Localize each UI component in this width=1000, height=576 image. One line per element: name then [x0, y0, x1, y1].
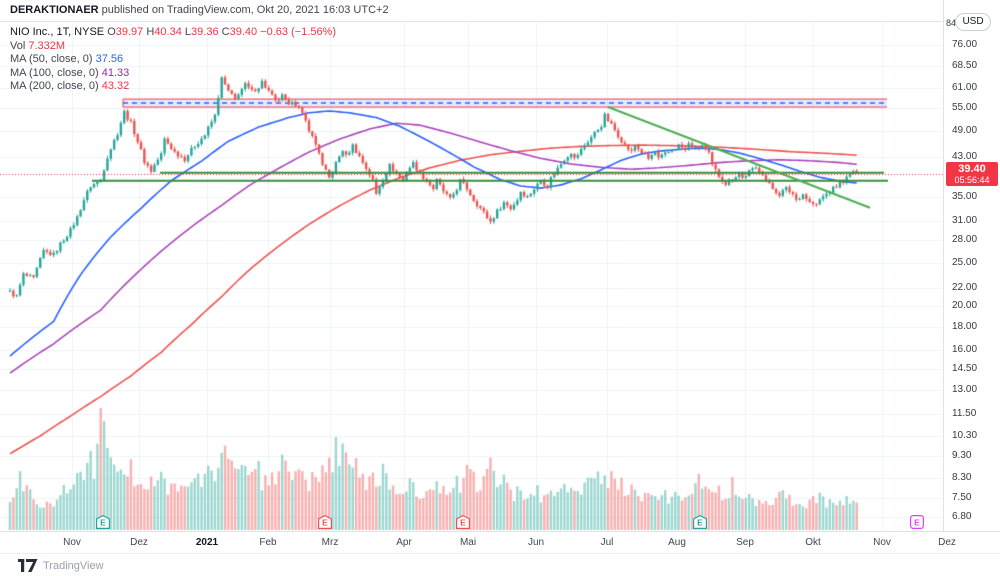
price-axis[interactable]: 84 USD 76.00 68.50 61.00 55.00 49.00 43.00 35.…	[943, 0, 1000, 531]
low-value: 39.36	[191, 26, 219, 38]
close-value: 39.40	[229, 26, 258, 38]
ma100-label: MA (100, close, 0)	[10, 66, 99, 79]
legend-ma50-row[interactable]: MA (50, close, 0) 37.56	[10, 53, 336, 67]
price-tick-label: 49.00	[952, 125, 978, 137]
time-axis-label: Jul	[600, 537, 614, 548]
price-tick-label: 68.50	[952, 59, 978, 71]
earnings-icon[interactable]: E	[693, 514, 707, 534]
price-tick-label: 20.00	[952, 300, 978, 312]
price-tick-label: 9.30	[952, 449, 972, 461]
time-axis-label: Nov	[873, 537, 891, 548]
price-tick-label: 8.30	[952, 472, 972, 484]
price-tick-label: 11.50	[952, 408, 977, 420]
time-axis[interactable]: Nov Dez 2021 Feb Mrz Apr Mai Jun Jul Aug Sep Okt Nov…	[0, 531, 1000, 554]
price-axis-top-tick: 84	[946, 18, 957, 28]
price-tick-label: 61.00	[952, 82, 978, 94]
price-tick-label: 31.00	[952, 214, 978, 226]
change-value: −0.63 (−1.56%)	[260, 26, 337, 38]
legend-ma100-row[interactable]: MA (100, close, 0) 41.33	[10, 67, 336, 81]
time-axis-label: Aug	[668, 537, 686, 548]
volume-label: Vol	[10, 39, 26, 52]
current-price-value: 39.40	[958, 162, 986, 175]
time-axis-label: Feb	[259, 537, 277, 548]
time-axis-label: Nov	[63, 537, 81, 548]
price-tick-label: 13.00	[952, 384, 978, 396]
price-tick-label: 22.00	[952, 281, 978, 293]
price-tick-label: 28.00	[952, 234, 978, 246]
volume-value: 7.332M	[28, 39, 66, 52]
price-tick-label: 43.00	[952, 150, 978, 162]
price-tick-label: 14.50	[952, 363, 978, 375]
legend-ma200-row[interactable]: MA (200, close, 0) 43.32	[10, 80, 336, 94]
bar-countdown: 05:56:44	[954, 174, 990, 185]
time-axis-label: 2021	[195, 537, 219, 548]
high-label: H	[146, 26, 155, 38]
publish-header: DERAKTIONAER published on TradingView.co…	[0, 0, 953, 22]
currency-toggle-button[interactable]: USD	[955, 13, 991, 31]
svg-text:E: E	[697, 518, 703, 528]
high-value: 40.34	[154, 26, 182, 38]
svg-text:E: E	[322, 518, 328, 528]
footer-bar: TradingView	[0, 553, 1000, 576]
ma100-value: 41.33	[101, 66, 130, 79]
price-tick-label: 76.00	[952, 39, 978, 51]
earnings-icon[interactable]: E	[910, 515, 925, 534]
earnings-icon[interactable]: E	[318, 514, 332, 534]
time-axis-label: Sep	[736, 537, 754, 548]
chart-legend: NIO Inc., 1T, NYSE O39.97 H40.34 L39.36 …	[10, 26, 336, 94]
price-tick-label: 10.30	[952, 429, 978, 441]
time-axis-label: Dez	[938, 537, 956, 548]
time-axis-label: Apr	[396, 537, 412, 548]
price-tick-label: 6.80	[952, 511, 972, 523]
time-axis-label: Jun	[527, 537, 545, 548]
ma200-value: 43.32	[101, 80, 130, 92]
price-tick-label: 7.50	[952, 491, 972, 503]
close-label: C	[221, 26, 230, 38]
tradingview-brand-text: TradingView	[43, 559, 104, 572]
time-axis-label: Mrz	[321, 537, 339, 548]
price-tick-label: 18.00	[952, 320, 978, 332]
earnings-icon[interactable]: E	[96, 514, 110, 534]
open-label: O	[107, 26, 116, 38]
earnings-icon[interactable]: E	[456, 514, 470, 534]
svg-text:E: E	[914, 518, 920, 528]
legend-symbol-row[interactable]: NIO Inc., 1T, NYSE O39.97 H40.34 L39.36 …	[10, 26, 336, 40]
current-price-label: 39.40 05:56:44	[946, 161, 998, 186]
price-tick-label: 35.00	[952, 190, 978, 202]
ma50-label: MA (50, close, 0)	[10, 53, 93, 65]
price-tick-label: 55.00	[952, 102, 978, 114]
price-tick-label: 25.00	[952, 256, 978, 268]
svg-text:E: E	[100, 518, 106, 528]
publisher-name: DERAKTIONAER	[10, 4, 99, 16]
publish-info: published on TradingView.com, Okt 20, 20…	[98, 4, 389, 16]
legend-volume-row[interactable]: Vol 7.332M	[10, 40, 336, 54]
tradingview-logo-link[interactable]: TradingView	[18, 559, 104, 572]
open-value: 39.97	[115, 26, 144, 38]
low-label: L	[184, 26, 192, 38]
ma200-label: MA (200, close, 0)	[10, 80, 99, 92]
ma50-value: 37.56	[95, 53, 124, 65]
time-axis-label: Dez	[130, 537, 148, 548]
time-axis-label: Mai	[459, 537, 477, 548]
time-axis-label: Okt	[805, 537, 821, 548]
price-tick-label: 16.00	[952, 343, 978, 355]
symbol-title: NIO Inc., 1T, NYSE	[10, 26, 105, 38]
tradingview-logo-icon	[18, 559, 38, 572]
svg-text:E: E	[460, 518, 466, 528]
